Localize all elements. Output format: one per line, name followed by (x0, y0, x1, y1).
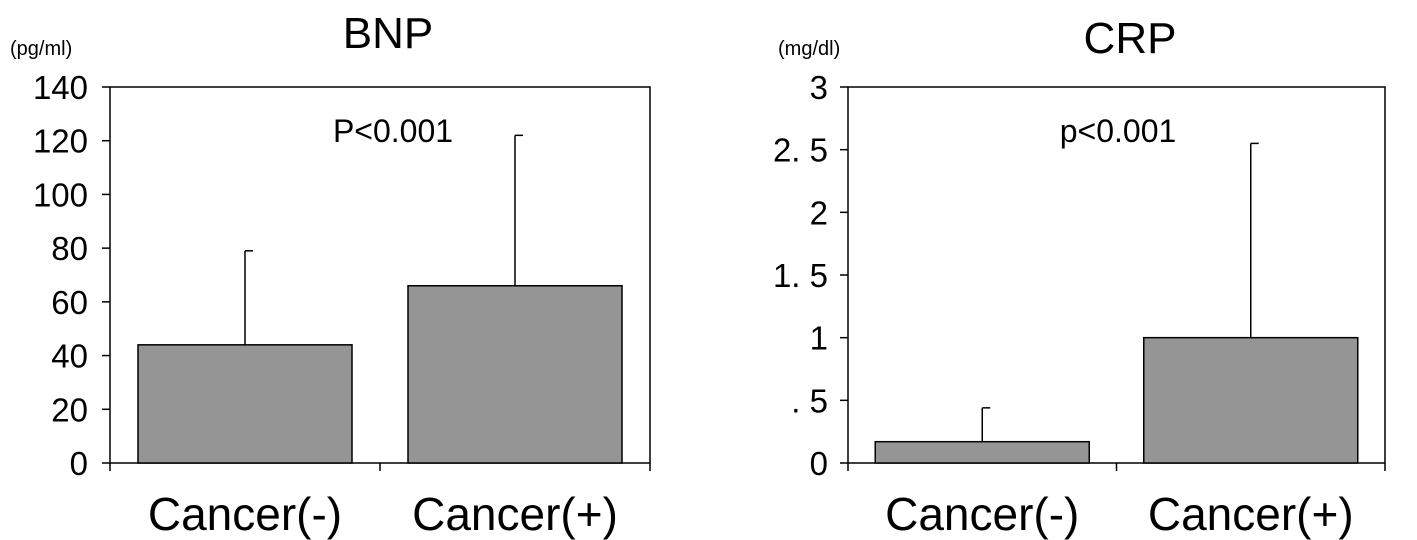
y-tick-label: 3 (810, 69, 828, 106)
bar (407, 284, 623, 464)
p-value-annotation: P<0.001 (333, 113, 453, 149)
y-tick-label: 60 (51, 284, 88, 321)
y-tick-label: 2 (810, 194, 828, 231)
y-tick-label: 20 (51, 391, 88, 428)
bnp-chart: BNP (pg/ml) 0 20 40 60 80 100 120 140 Cancer(-) Can… (10, 9, 651, 540)
y-tick-label: 0 (70, 445, 88, 482)
y-unit-label: (pg/ml) (10, 38, 72, 60)
y-tick-label: . 5 (791, 382, 828, 419)
y-tick-label: 100 (33, 176, 88, 213)
y-tick-label: 1 (810, 320, 828, 357)
y-tick-label: 120 (33, 123, 88, 160)
y-tick-label: 40 (51, 338, 88, 375)
y-tick-label: 0 (810, 445, 828, 482)
y-tick-label: 140 (33, 69, 88, 106)
p-value-annotation: p<0.001 (1060, 113, 1177, 149)
category-label: Cancer(+) (412, 488, 618, 540)
chart-title: CRP (1084, 14, 1177, 63)
category-label: Cancer(+) (1148, 488, 1354, 540)
category-label: Cancer(-) (885, 488, 1079, 540)
y-tick-label: 80 (51, 230, 88, 267)
bar (137, 344, 353, 464)
y-unit-label: (mg/dl) (778, 38, 840, 60)
chart-title: BNP (343, 9, 433, 58)
bar (1143, 336, 1359, 464)
crp-chart: CRP (mg/dl) 0 . 5 1 1. 5 2 2. 5 3 Cancer(-) Cancer… (773, 14, 1386, 540)
y-tick-label: 1. 5 (773, 257, 828, 294)
category-label: Cancer(-) (148, 488, 342, 540)
y-tick-label: 2. 5 (773, 132, 828, 169)
bar (874, 440, 1090, 464)
